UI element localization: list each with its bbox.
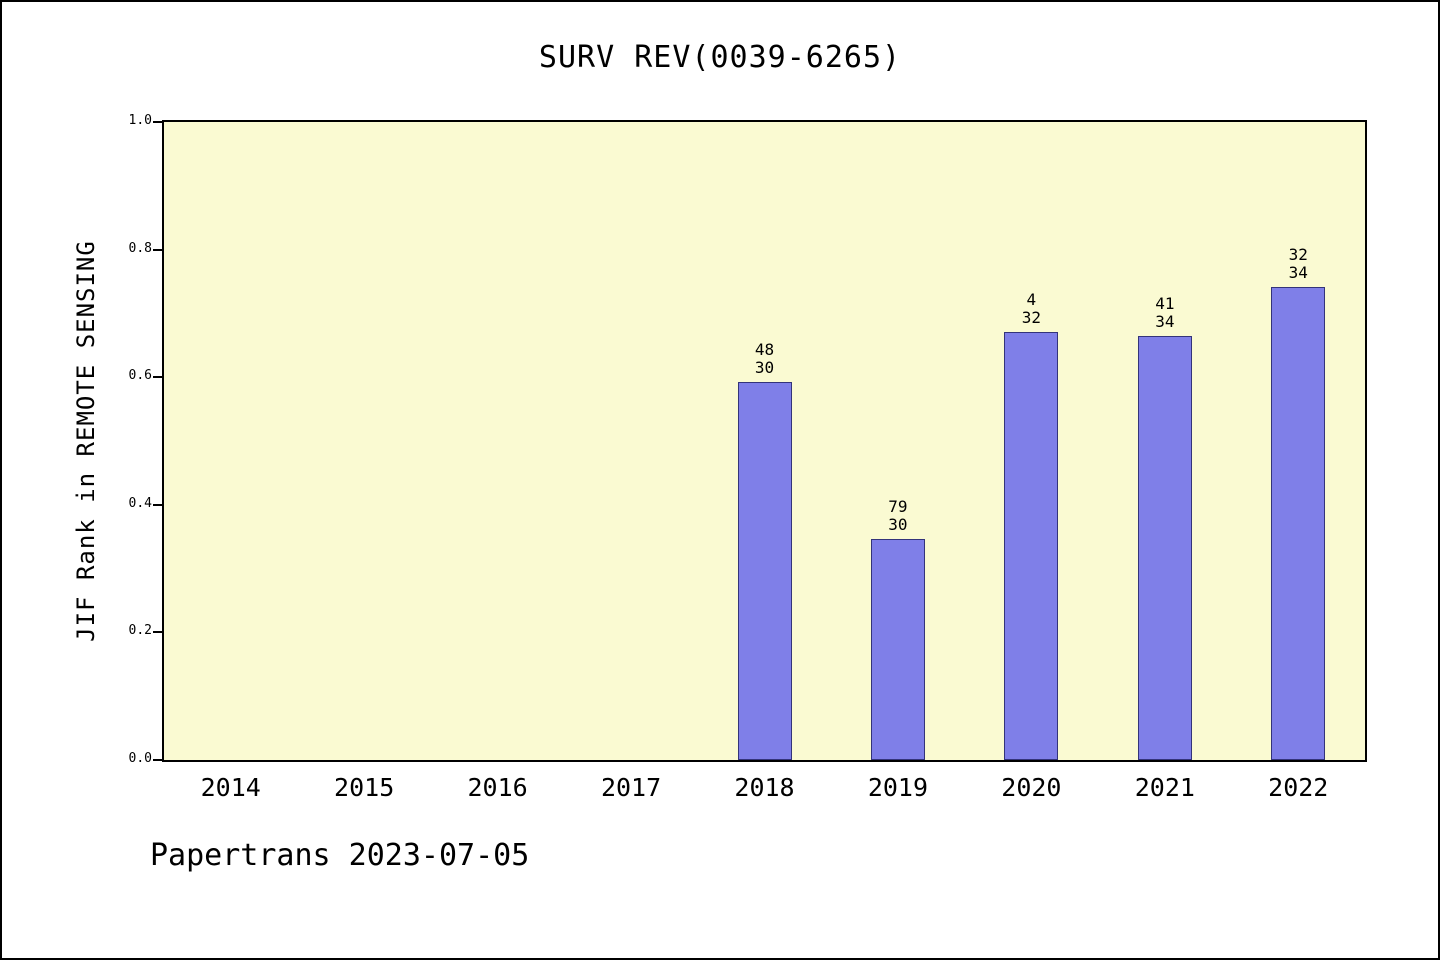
y-tick-mark-0.6 bbox=[153, 376, 162, 379]
bar-value-label-2019: 79 30 bbox=[888, 496, 908, 534]
bar-value-label-2020: 4 32 bbox=[1021, 289, 1041, 327]
x-tick-label-2021: 2021 bbox=[1134, 773, 1195, 802]
x-tick-label-2014: 2014 bbox=[200, 773, 261, 802]
y-tick-mark-0.4 bbox=[153, 503, 162, 506]
y-axis-title: JIF Rank in REMOTE SENSING bbox=[72, 240, 100, 642]
y-tick-label-0.2: 0.2 bbox=[128, 623, 152, 639]
x-tick-label-2022: 2022 bbox=[1268, 773, 1329, 802]
bar-value-label-2018: 48 30 bbox=[754, 339, 775, 377]
x-tick-label-2017: 2017 bbox=[600, 773, 662, 802]
y-tick-label-0.4: 0.4 bbox=[128, 495, 152, 511]
bar-2021 bbox=[1137, 335, 1192, 760]
plot-area: 2014 2015 2016 2017 2018 48 30 2019 79 30 2020 4 … bbox=[129, 113, 1367, 802]
y-tick-mark-0.8 bbox=[153, 248, 162, 251]
x-tick-label-2018: 2018 bbox=[734, 773, 795, 802]
y-tick-label-0.8: 0.8 bbox=[128, 240, 152, 256]
bar-2020 bbox=[1004, 331, 1059, 760]
bar-2018 bbox=[737, 381, 792, 760]
y-tick-label-0.0: 0.0 bbox=[128, 751, 152, 766]
y-tick-label-0.6: 0.6 bbox=[128, 368, 152, 384]
bar-value-label-2021: 41 34 bbox=[1155, 293, 1175, 331]
chart-title: SURV REV(0039-6265) bbox=[538, 40, 902, 75]
x-tick-label-2020: 2020 bbox=[1001, 773, 1062, 802]
y-tick-mark-0.2 bbox=[153, 631, 162, 634]
x-tick-label-2016: 2016 bbox=[467, 773, 528, 802]
bar-2019 bbox=[870, 538, 925, 760]
y-tick-mark-0.0 bbox=[153, 759, 162, 761]
y-tick-label-1.0: 1.0 bbox=[128, 113, 152, 128]
x-tick-label-2019: 2019 bbox=[867, 773, 929, 802]
bar-value-label-2022: 32 34 bbox=[1288, 245, 1308, 283]
bar-2022 bbox=[1271, 287, 1326, 760]
x-tick-label-2015: 2015 bbox=[334, 773, 395, 802]
y-tick-mark-1.0 bbox=[153, 121, 162, 123]
footer-watermark: Papertrans 2023-07-05 bbox=[150, 838, 530, 873]
